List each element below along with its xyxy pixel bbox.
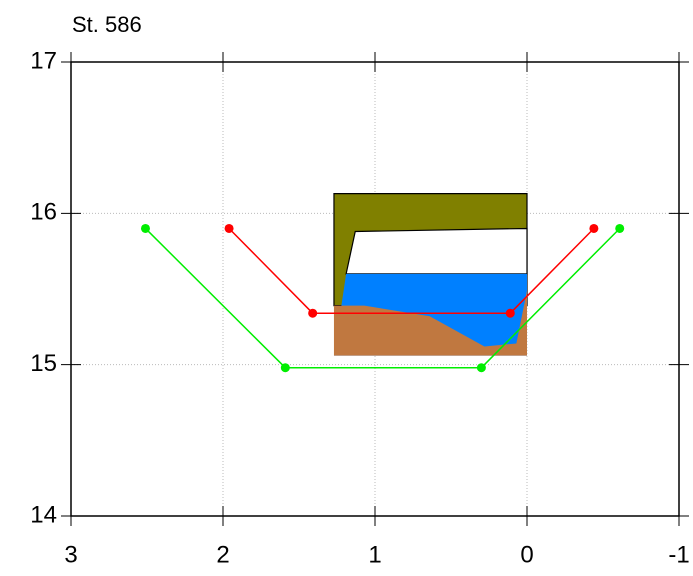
x-tick-label: 2 xyxy=(216,541,229,568)
x-tick-label: 0 xyxy=(520,541,533,568)
y-tick-label: 14 xyxy=(30,501,57,528)
plot-frame xyxy=(70,61,680,517)
x-tick-label: 1 xyxy=(368,541,381,568)
series-line xyxy=(228,227,595,314)
data-point xyxy=(224,223,234,233)
data-point xyxy=(615,223,625,233)
x-tick-label: -1 xyxy=(668,541,689,568)
y-tick-label: 16 xyxy=(30,199,57,226)
data-point xyxy=(308,308,318,318)
y-tick-label: 17 xyxy=(30,47,57,74)
data-point xyxy=(280,363,290,373)
cross-section-area xyxy=(345,227,528,275)
y-tick-label: 15 xyxy=(30,350,57,377)
data-point xyxy=(589,223,599,233)
data-point xyxy=(505,308,515,318)
cross-section-area xyxy=(333,290,527,356)
data-point xyxy=(476,363,486,373)
series-line xyxy=(144,227,621,369)
x-tick-label: 3 xyxy=(64,541,77,568)
chart-title: St. 586 xyxy=(72,12,142,37)
data-point xyxy=(140,223,150,233)
